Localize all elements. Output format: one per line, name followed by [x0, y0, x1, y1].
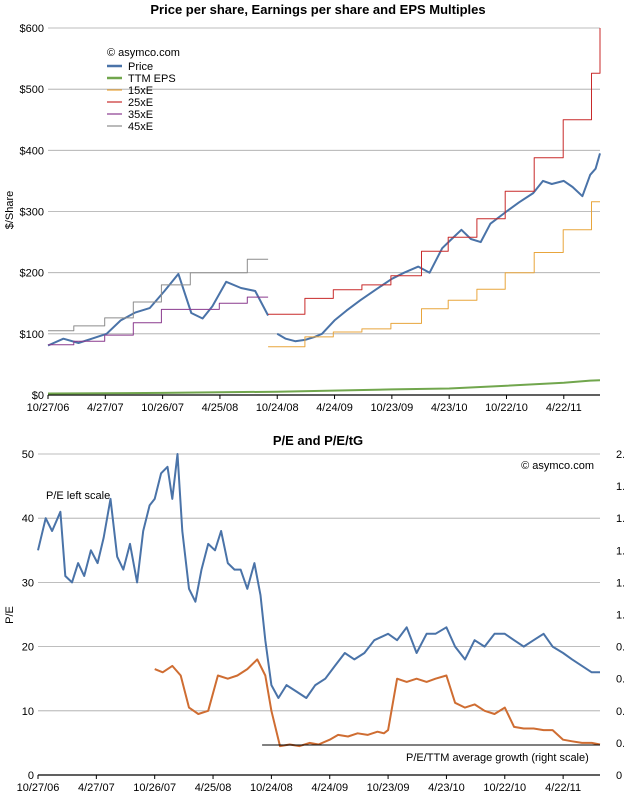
legend-label: TTM EPS: [128, 73, 176, 85]
x-tick-label: 10/27/06: [17, 782, 60, 794]
y-tick-label: $500: [20, 84, 44, 96]
x-tick-label: 4/22/11: [545, 782, 581, 794]
y-tick-label: 0: [28, 770, 34, 782]
y-tick-label: 50: [22, 449, 34, 461]
y-tick-label-right: 0.6: [616, 674, 624, 686]
y-tick-label-right: 0.8: [616, 642, 624, 654]
series-price: [47, 272, 269, 347]
grid: [38, 453, 600, 776]
watermark: © asymco.com: [521, 460, 594, 472]
x-tick-label: 10/22/10: [483, 782, 526, 794]
x-tick-label: 10/22/10: [485, 402, 528, 414]
y-tick-label: 30: [22, 577, 34, 589]
grid: [48, 27, 600, 396]
y-tick-label-right: 2.0: [616, 449, 624, 461]
x-tick-label: 4/27/07: [78, 782, 115, 794]
y-tick-label-right: 0: [616, 770, 622, 782]
x-tick-label: 10/23/09: [370, 402, 413, 414]
chart-title: Price per share, Earnings per share and …: [150, 2, 485, 17]
series-15xe: [268, 201, 600, 348]
legend-label: 15xE: [128, 85, 153, 97]
legend-label: 25xE: [128, 97, 153, 109]
x-tick-label: 4/23/10: [428, 782, 465, 794]
x-tick-label: 4/27/07: [87, 402, 124, 414]
y-tick-label: 40: [22, 513, 34, 525]
chart-title: P/E and P/E/tG: [273, 433, 363, 448]
legend-label: Price: [128, 61, 153, 73]
series-p-e-ttm-average-growth-right-scale: [154, 658, 601, 748]
x-tick-label: 4/25/08: [195, 782, 232, 794]
series-ttm-eps: [47, 379, 601, 395]
x-ticks: 10/27/06 4/27/07 10/26/07 4/25/08 10/24/08 4/…: [27, 395, 582, 414]
x-tick-label: 10/23/09: [367, 782, 410, 794]
y-tick-label-right: 0.2: [616, 738, 624, 750]
series-p-e: [37, 453, 600, 699]
x-tick-label: 10/24/08: [250, 782, 293, 794]
y-tick-label: $300: [20, 207, 44, 219]
y-tick-label: $200: [20, 268, 44, 280]
x-tick-label: 4/24/09: [316, 402, 353, 414]
y-tick-label-right: 1.0: [616, 610, 624, 622]
y-tick-label-right: 0.4: [616, 706, 624, 718]
legend-label: 35xE: [128, 109, 153, 121]
y-axis-label: $/Share: [4, 191, 16, 230]
series-price: [276, 153, 601, 343]
y-ticks: $0 $100 $200 $300 $400 $500 $600: [20, 23, 44, 402]
y-tick-label: 20: [22, 642, 34, 654]
y-ticks-left: 0 10 20 30 40 50: [22, 449, 34, 782]
x-tick-label: 4/24/09: [311, 782, 348, 794]
x-tick-label: 4/25/08: [202, 402, 239, 414]
y-tick-label: $0: [32, 390, 44, 402]
y-tick-label-right: 1.6: [616, 513, 624, 525]
x-tick-label: 4/23/10: [431, 402, 468, 414]
series-group: [47, 28, 601, 395]
series-group: [37, 453, 601, 748]
x-ticks: 10/27/06 4/27/07 10/26/07 4/25/08 10/24/08 4/…: [17, 775, 581, 794]
y-tick-label-right: 1.4: [616, 545, 624, 557]
y-tick-label-right: 1.2: [616, 577, 624, 589]
series-35xe: [48, 296, 269, 346]
y-tick-label: 10: [22, 706, 34, 718]
y-tick-label: $400: [20, 145, 44, 157]
x-tick-label: 10/26/07: [141, 402, 184, 414]
series-25xe: [268, 28, 601, 315]
x-tick-label: 10/27/06: [27, 402, 70, 414]
x-tick-label: 4/22/11: [546, 402, 582, 414]
y-axis-label: P/E: [4, 606, 16, 624]
y-tick-label: $100: [20, 329, 44, 341]
pe-chart: P/E and P/E/tG P/E 0 10 20 30 40 50 0 0.2 0.4 0.…: [4, 433, 624, 794]
y-tick-label: $600: [20, 23, 44, 35]
series-45xe: [48, 258, 269, 332]
annotation-left-scale: P/E left scale: [46, 490, 110, 502]
x-tick-label: 10/24/08: [256, 402, 299, 414]
price-eps-chart: Price per share, Earnings per share and …: [4, 2, 601, 414]
legend-label: 45xE: [128, 121, 153, 133]
annotation-right-scale: P/E/TTM average growth (right scale): [406, 752, 589, 764]
watermark: © asymco.com: [107, 47, 180, 59]
y-ticks-right: 0 0.2 0.4 0.6 0.8 1.0 1.2 1.4 1.6 1.8 2.0: [616, 449, 624, 782]
y-tick-label-right: 1.8: [616, 481, 624, 493]
x-tick-label: 10/26/07: [133, 782, 176, 794]
